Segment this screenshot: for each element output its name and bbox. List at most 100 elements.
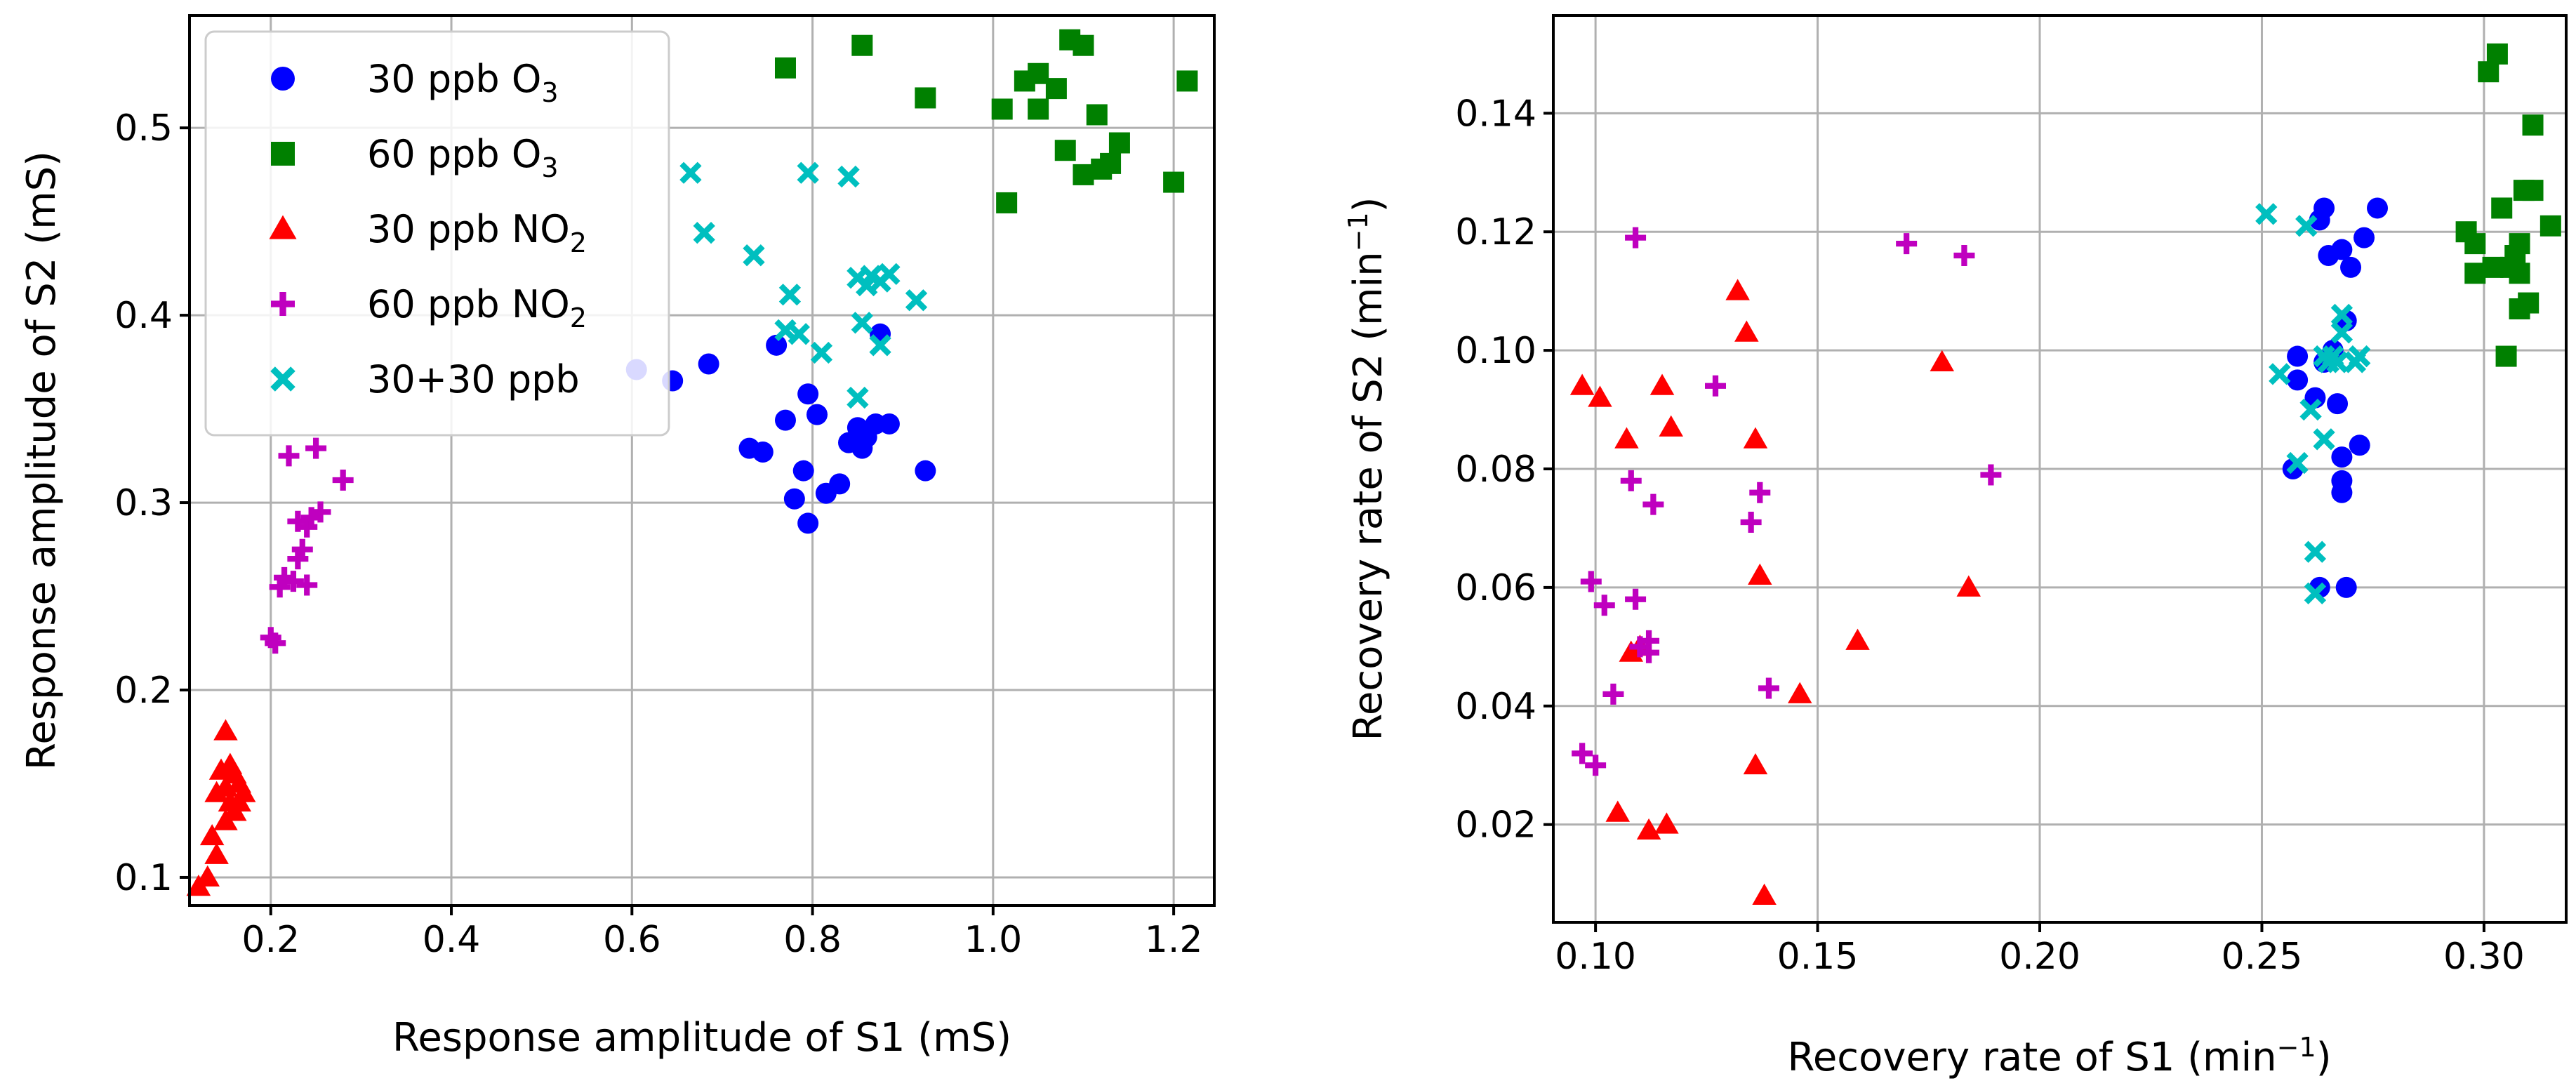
- right-data-point-triangle: [1636, 818, 1661, 840]
- left-data-points: [186, 29, 1198, 896]
- left-data-point-square: [1028, 62, 1049, 84]
- left-data-point-plus: [291, 538, 313, 560]
- legend-entry: 60 ppb NO2: [367, 282, 587, 333]
- right-data-point-square: [2522, 180, 2544, 201]
- left-x-axis-label: Response amplitude of S1 (mS): [392, 1015, 1011, 1061]
- right-data-point-plus: [1758, 677, 1779, 699]
- right-data-point-circle: [2335, 576, 2357, 598]
- right-data-point-x: [2326, 351, 2349, 373]
- right-data-point-circle: [2331, 239, 2353, 260]
- left-data-point-square: [851, 34, 873, 56]
- right-data-point-plus: [1980, 464, 2002, 486]
- right-data-point-triangle: [1956, 575, 1981, 597]
- right-data-point-square: [2464, 263, 2486, 284]
- right-data-point-x: [2286, 451, 2309, 475]
- left-data-point-x: [778, 284, 802, 306]
- right-x-tick-label: 0.30: [2443, 936, 2525, 978]
- right-data-point-plus: [1642, 493, 1664, 515]
- left-y-tick-label: 0.1: [114, 857, 173, 899]
- right-data-point-triangle: [1659, 415, 1683, 437]
- right-data-point-triangle: [1588, 385, 1612, 407]
- left-data-point-plus: [282, 571, 304, 592]
- right-chart: 0.10 0.15 0.20 0.25 0.30 0.02 0.04 0.06 0.08 0.10…: [1343, 14, 2568, 1080]
- right-y-tick-label: 0.12: [1455, 211, 1536, 253]
- right-data-point-circle: [2287, 345, 2309, 367]
- left-data-point-x: [869, 334, 891, 357]
- right-data-point-plus: [1625, 227, 1647, 248]
- right-data-points: [1569, 43, 2561, 905]
- left-data-point-square: [1028, 98, 1049, 120]
- left-data-point-x: [679, 161, 702, 184]
- right-x-tick-label: 0.20: [1999, 936, 2080, 978]
- left-x-tick-label: 1.2: [1145, 919, 1203, 961]
- right-data-point-plus: [1749, 482, 1771, 503]
- right-data-point-plus: [1705, 375, 1727, 397]
- right-x-tick-label: 0.15: [1777, 936, 1859, 978]
- right-y-tick-label: 0.08: [1455, 449, 1536, 491]
- left-data-point-plus: [296, 574, 318, 596]
- left-data-point-square: [991, 98, 1013, 120]
- right-data-point-plus: [1625, 588, 1647, 610]
- right-data-point-x: [2304, 582, 2327, 604]
- left-data-point-plus: [265, 632, 286, 654]
- right-data-point-triangle: [1725, 279, 1750, 300]
- right-x-tick-label: 0.25: [2222, 936, 2303, 978]
- left-data-point-plus: [278, 445, 300, 467]
- right-data-point-triangle: [1748, 563, 1772, 585]
- right-data-point-triangle: [1734, 320, 1759, 342]
- left-data-point-circle: [774, 409, 796, 431]
- legend-entry: 30 ppb NO2: [367, 207, 587, 258]
- right-data-point-x: [2304, 540, 2327, 563]
- left-data-point-x: [851, 312, 873, 334]
- legend-marker-square: [271, 142, 295, 166]
- right-data-point-x: [2330, 321, 2353, 344]
- right-data-point-plus: [1953, 245, 1975, 266]
- right-data-point-triangle: [1743, 752, 1768, 775]
- right-data-point-x: [2269, 363, 2291, 385]
- legend-entry: 30 ppb O3: [367, 57, 559, 108]
- right-data-point-square: [2518, 292, 2540, 314]
- right-y-tick-label: 0.14: [1455, 93, 1536, 135]
- left-y-tick-label: 0.2: [114, 670, 173, 712]
- left-data-point-circle: [797, 383, 819, 405]
- right-data-point-circle: [2313, 197, 2335, 219]
- right-data-point-plus: [1602, 683, 1624, 705]
- legend-box: [204, 30, 670, 437]
- right-data-point-plus: [1638, 642, 1660, 663]
- legend-marker-triangle: [269, 215, 297, 239]
- right-data-point-triangle: [1788, 682, 1812, 703]
- left-x-tick-label: 0.2: [241, 919, 300, 961]
- left-data-point-square: [1086, 104, 1108, 126]
- right-plot-frame: [1552, 14, 2568, 924]
- right-data-point-x: [2299, 398, 2322, 421]
- right-grid: [1553, 15, 2566, 922]
- left-data-point-square: [1054, 140, 1076, 161]
- left-data-point-x: [788, 323, 810, 345]
- right-data-point-x: [2330, 303, 2353, 326]
- right-data-point-square: [2464, 233, 2486, 255]
- right-data-point-circle: [2327, 393, 2349, 415]
- right-data-point-circle: [2331, 446, 2353, 468]
- right-data-point-triangle: [1752, 883, 1777, 905]
- right-data-point-square: [2509, 263, 2530, 284]
- right-data-point-square: [2478, 61, 2499, 83]
- left-plot-frame: [188, 14, 1216, 907]
- left-x-tick-label: 0.6: [603, 919, 661, 961]
- right-data-point-plus: [1572, 743, 1593, 764]
- left-y-axis-label: Response amplitude of S2 (mS): [19, 151, 65, 770]
- right-data-point-circle: [2367, 197, 2389, 219]
- left-data-point-circle: [797, 512, 819, 534]
- left-data-point-circle: [806, 404, 828, 425]
- right-data-point-x: [2295, 215, 2318, 237]
- right-data-point-triangle: [1649, 373, 1675, 395]
- left-data-point-x: [837, 165, 860, 188]
- left-data-point-square: [915, 87, 936, 109]
- left-data-point-circle: [766, 334, 788, 356]
- left-data-point-plus: [332, 470, 354, 491]
- right-data-point-plus: [1896, 233, 1918, 255]
- right-data-point-square: [2491, 197, 2513, 219]
- left-data-point-square: [1108, 132, 1130, 154]
- left-data-point-square: [1100, 152, 1122, 174]
- legend-entry: 60 ppb O3: [367, 132, 559, 183]
